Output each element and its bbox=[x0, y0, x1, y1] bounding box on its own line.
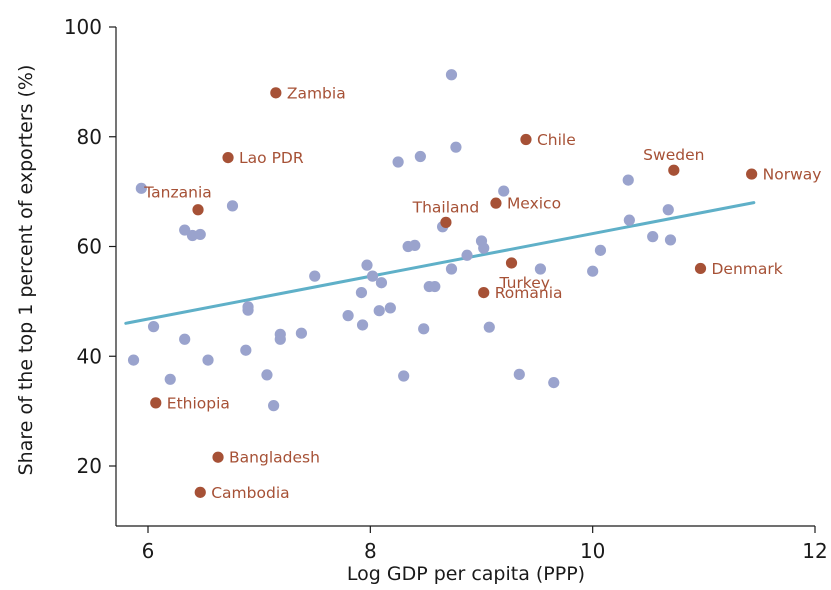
data-point bbox=[622, 174, 634, 186]
data-point bbox=[513, 368, 525, 380]
data-point bbox=[414, 150, 426, 163]
x-tick-label: 6 bbox=[142, 539, 155, 563]
highlighted-point bbox=[222, 152, 234, 164]
data-point bbox=[194, 228, 206, 241]
data-point bbox=[361, 259, 373, 271]
data-point bbox=[498, 185, 510, 197]
x-tick-label: 8 bbox=[364, 539, 377, 563]
data-point bbox=[179, 224, 191, 236]
highlighted-point bbox=[440, 216, 452, 228]
data-point bbox=[392, 156, 404, 168]
x-tick-label: 10 bbox=[580, 539, 605, 563]
point-label: Romania bbox=[495, 284, 563, 302]
data-point bbox=[662, 204, 674, 216]
y-tick-label: 20 bbox=[77, 454, 102, 478]
data-point bbox=[623, 214, 635, 226]
data-point bbox=[164, 373, 176, 385]
x-tick-label: 12 bbox=[802, 539, 827, 563]
data-point bbox=[483, 321, 495, 333]
y-tick-label: 40 bbox=[77, 344, 102, 368]
highlighted-point bbox=[150, 397, 162, 409]
point-label: Ethiopia bbox=[167, 394, 230, 412]
data-point bbox=[398, 370, 410, 382]
data-point bbox=[445, 263, 458, 275]
data-point bbox=[127, 354, 140, 366]
data-point bbox=[445, 69, 458, 81]
y-tick-label: 100 bbox=[64, 15, 102, 39]
data-point bbox=[450, 141, 462, 153]
data-point bbox=[384, 302, 396, 314]
y-axis-title: Share of the top 1 percent of exporters … bbox=[15, 65, 37, 476]
point-label: Mexico bbox=[507, 195, 561, 213]
data-point bbox=[587, 265, 599, 277]
data-point bbox=[268, 400, 280, 412]
data-point bbox=[373, 305, 385, 317]
data-point bbox=[418, 323, 430, 335]
point-label: Cambodia bbox=[211, 484, 289, 502]
data-point bbox=[664, 234, 677, 246]
data-point bbox=[274, 333, 286, 345]
data-point bbox=[202, 354, 214, 366]
data-point bbox=[240, 344, 252, 356]
data-point bbox=[135, 182, 147, 194]
point-label: Norway bbox=[763, 166, 822, 184]
data-point bbox=[548, 376, 560, 389]
highlighted-point bbox=[746, 168, 758, 180]
data-point bbox=[429, 280, 441, 293]
point-label: Denmark bbox=[711, 260, 782, 278]
data-point bbox=[147, 321, 160, 333]
data-point bbox=[594, 244, 607, 256]
point-label: Tanzania bbox=[143, 184, 212, 202]
point-label: Lao PDR bbox=[239, 149, 304, 167]
data-point bbox=[342, 310, 354, 322]
data-point bbox=[355, 286, 368, 299]
point-label: Zambia bbox=[287, 84, 346, 102]
data-point bbox=[409, 239, 421, 252]
highlighted-point bbox=[505, 257, 518, 269]
point-label: Turkey bbox=[499, 274, 550, 292]
x-axis-title: Log GDP per capita (PPP) bbox=[347, 563, 585, 585]
point-label: Chile bbox=[537, 131, 576, 149]
data-point bbox=[226, 200, 239, 212]
highlighted-point bbox=[192, 204, 204, 216]
data-point bbox=[478, 242, 490, 254]
data-point bbox=[534, 263, 547, 275]
data-point bbox=[647, 231, 659, 243]
highlighted-point bbox=[694, 262, 707, 275]
data-point bbox=[295, 327, 308, 339]
y-tick-label: 80 bbox=[77, 125, 102, 149]
trend-line bbox=[124, 201, 756, 325]
y-tick-label: 60 bbox=[77, 235, 102, 259]
data-point bbox=[261, 369, 273, 381]
data-point bbox=[366, 270, 379, 282]
point-label: Sweden bbox=[643, 146, 704, 164]
point-label: Thailand bbox=[412, 198, 480, 216]
data-point bbox=[356, 319, 369, 331]
data-point bbox=[375, 277, 388, 289]
point-label: Bangladesh bbox=[229, 449, 320, 467]
highlighted-point bbox=[194, 486, 206, 498]
data-point bbox=[179, 333, 191, 345]
highlighted-point bbox=[478, 286, 490, 299]
data-point bbox=[242, 301, 254, 313]
highlighted-point bbox=[212, 451, 224, 463]
data-point bbox=[461, 249, 473, 261]
highlighted-point bbox=[520, 133, 532, 146]
highlighted-point bbox=[668, 164, 680, 176]
highlighted-point bbox=[270, 87, 282, 99]
data-point bbox=[309, 270, 321, 282]
highlighted-point bbox=[490, 197, 502, 209]
